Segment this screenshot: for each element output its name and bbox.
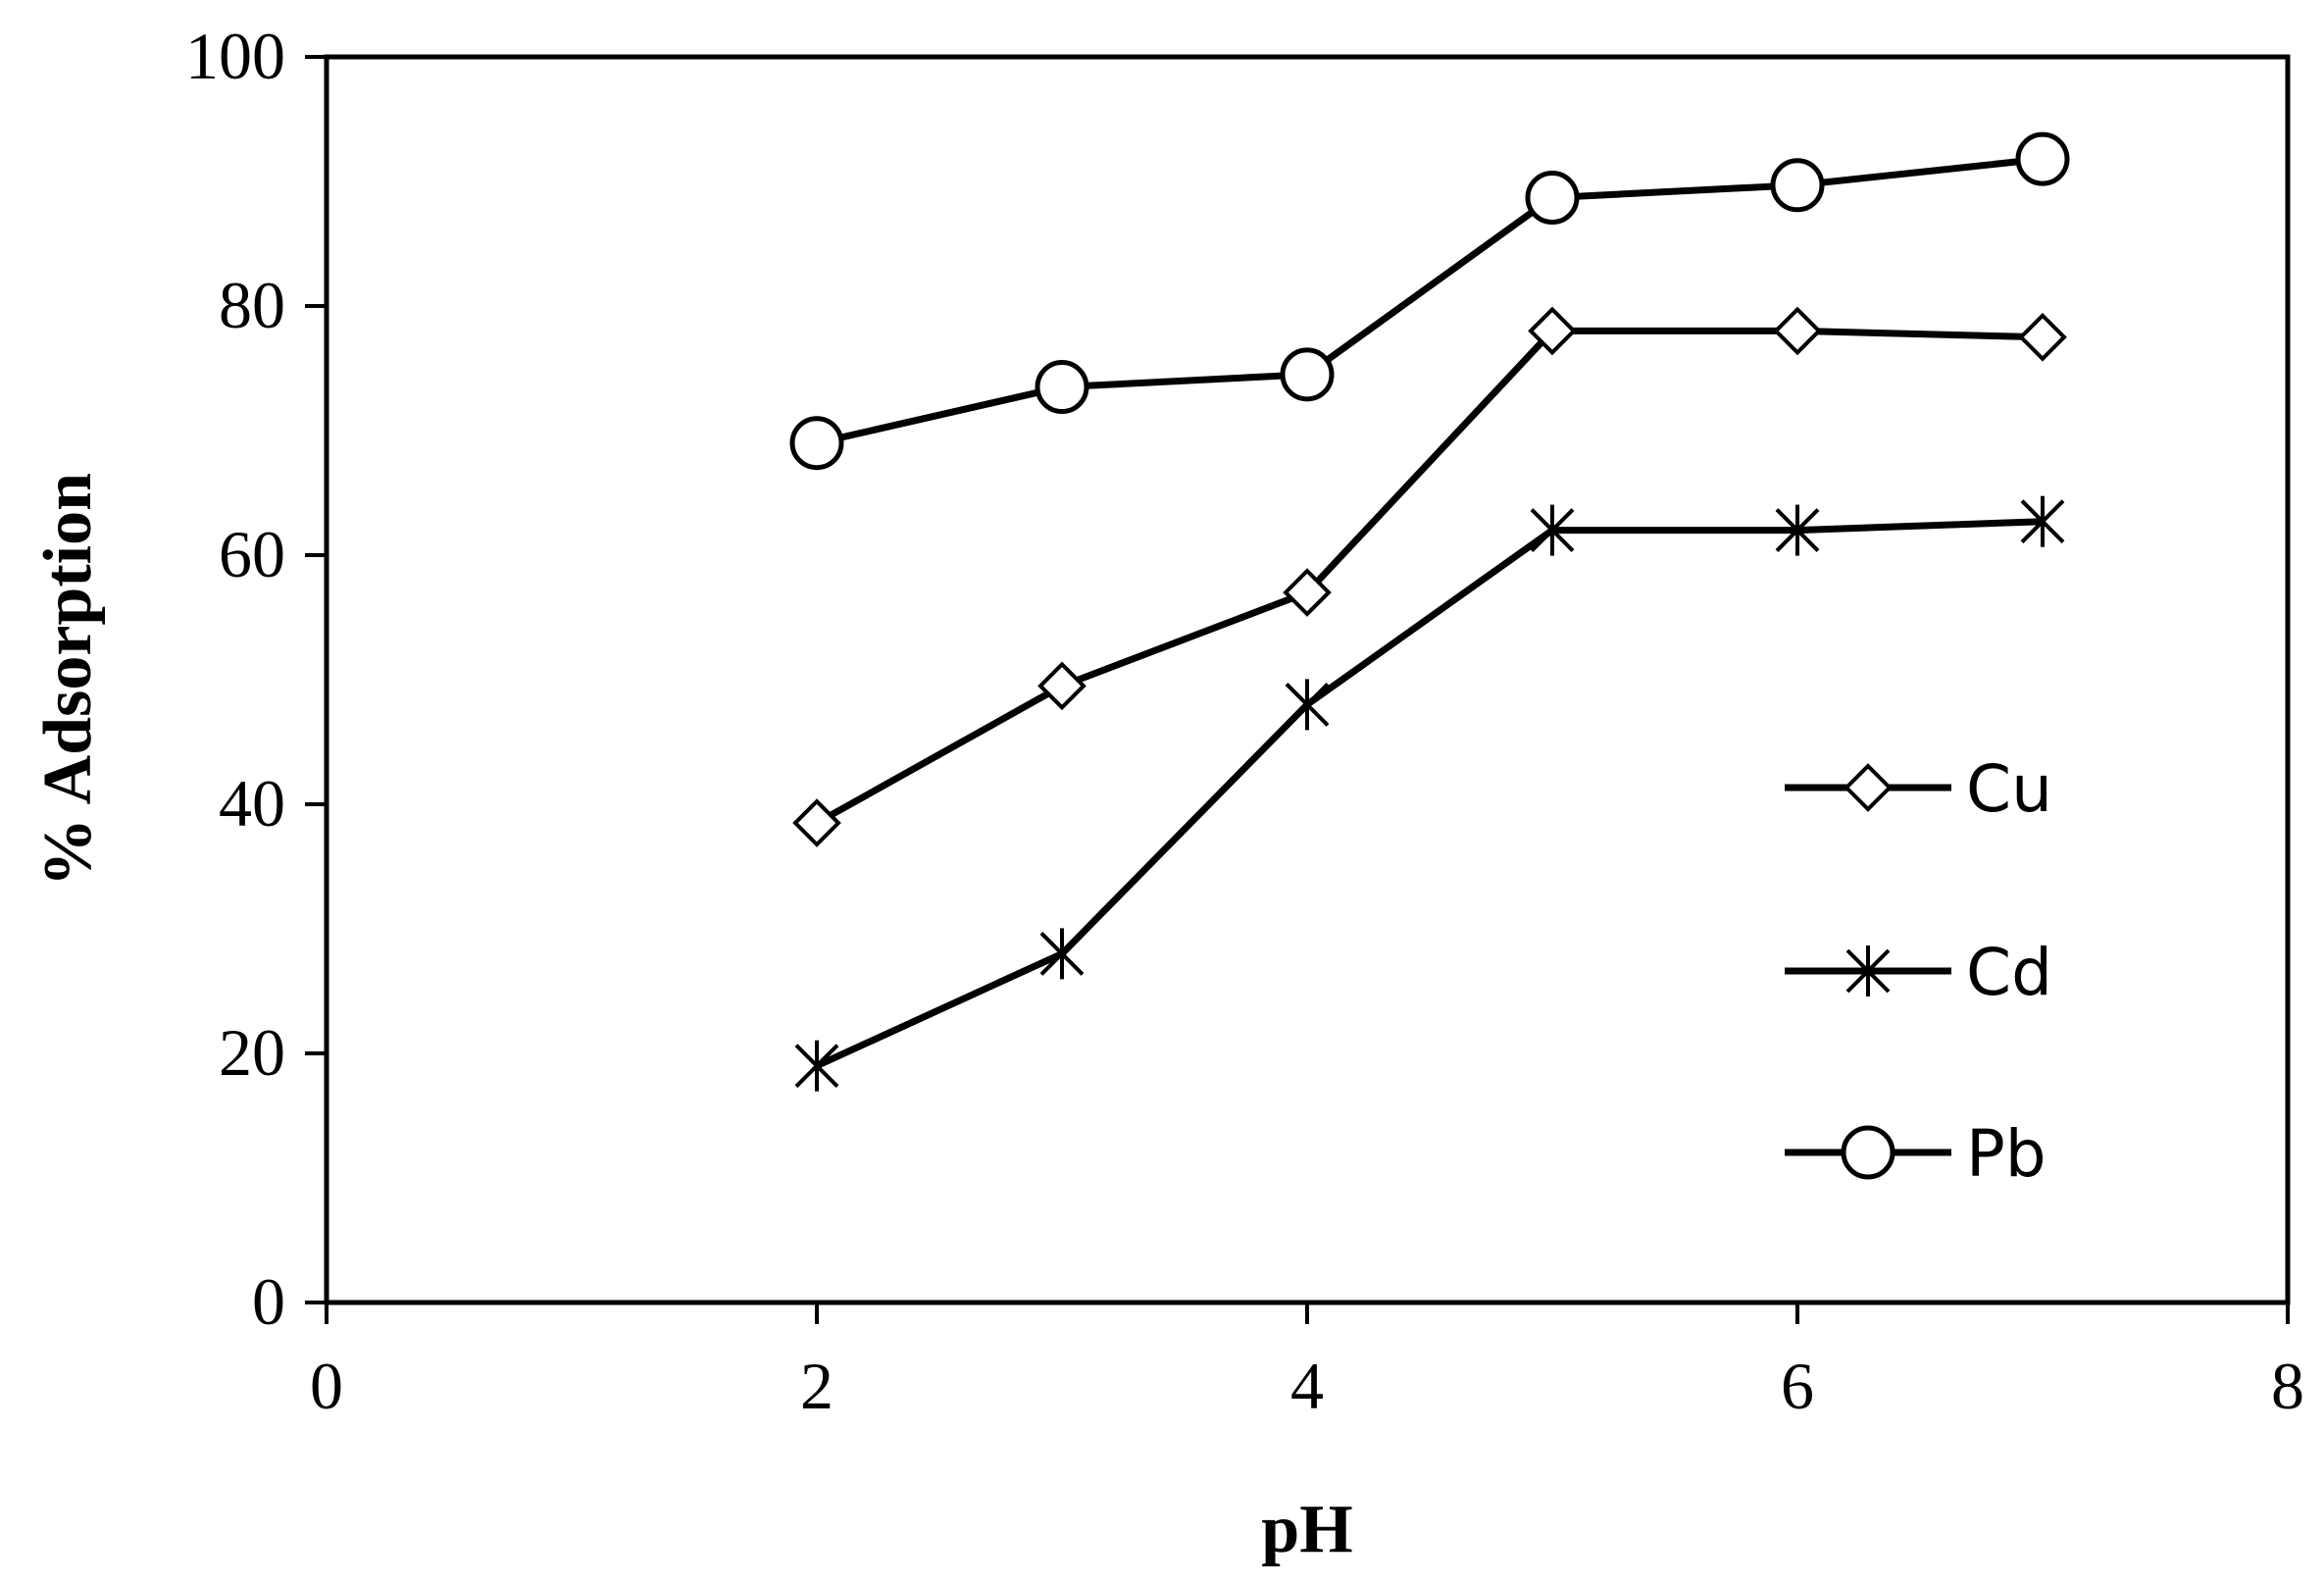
x-tick-label: 4 bbox=[1290, 1349, 1324, 1423]
legend-cu: Cu bbox=[1785, 751, 2052, 827]
series-cd-asterisk-marker bbox=[1775, 504, 1820, 556]
legend-cd-asterisk-marker bbox=[1845, 945, 1891, 996]
series-layer bbox=[789, 131, 2070, 1092]
y-tick-label: 0 bbox=[252, 1264, 285, 1339]
y-tick-label: 100 bbox=[185, 19, 285, 93]
y-tick-label: 20 bbox=[219, 1015, 285, 1090]
legend-cu-label: Cu bbox=[1966, 751, 2052, 827]
legend-cu-diamond-marker bbox=[1844, 763, 1893, 812]
x-tick-label: 6 bbox=[1781, 1349, 1814, 1423]
x-tick-label: 0 bbox=[310, 1349, 343, 1423]
series-cu bbox=[792, 306, 2067, 847]
x-tick-label: 8 bbox=[2271, 1349, 2304, 1423]
legend-cd-label: Cd bbox=[1966, 935, 2052, 1010]
series-cd-line bbox=[815, 518, 2044, 1069]
series-pb bbox=[789, 131, 2070, 471]
axis-ticks: 0 20 40 60 80 100 0 2 4 6 8 bbox=[185, 19, 2304, 1423]
legend-pb-circle-marker bbox=[1841, 1125, 1895, 1180]
series-cu-diamond-marker bbox=[1037, 661, 1086, 711]
series-cu-diamond-marker bbox=[1773, 306, 1822, 356]
series-pb-line bbox=[816, 155, 2044, 447]
legend-pb-label: Pb bbox=[1966, 1116, 2046, 1192]
series-cd-asterisk-marker bbox=[794, 1040, 839, 1092]
y-tick-label: 60 bbox=[219, 517, 285, 591]
series-cd-asterisk-marker bbox=[1530, 504, 1575, 556]
y-axis-title: % Adsorption bbox=[30, 473, 106, 887]
series-cd bbox=[794, 495, 2065, 1092]
series-cu-diamond-marker bbox=[1528, 306, 1577, 356]
series-cd-asterisk-marker bbox=[1285, 679, 1330, 731]
legend-pb: Pb bbox=[1785, 1116, 2046, 1192]
series-cd-asterisk-marker bbox=[2020, 495, 2065, 547]
series-pb-circle-marker bbox=[1280, 347, 1335, 402]
series-pb-circle-marker bbox=[789, 416, 844, 471]
y-tick-label: 80 bbox=[219, 268, 285, 342]
legend-cd: Cd bbox=[1785, 935, 2052, 1010]
series-cu-diamond-marker bbox=[792, 798, 841, 847]
series-cd-asterisk-marker bbox=[1039, 928, 1085, 980]
series-cu-diamond-marker bbox=[2018, 312, 2067, 362]
x-tick-label: 2 bbox=[800, 1349, 834, 1423]
x-axis-title: pH bbox=[1261, 1492, 1352, 1567]
series-pb-circle-marker bbox=[1770, 158, 1825, 213]
y-tick-label: 40 bbox=[219, 766, 285, 841]
legend: Cu Cd Pb bbox=[1785, 751, 2052, 1192]
series-pb-circle-marker bbox=[1035, 360, 1089, 415]
series-pb-circle-marker bbox=[2015, 131, 2070, 186]
series-cu-line bbox=[815, 327, 2044, 827]
series-cu-diamond-marker bbox=[1283, 568, 1332, 617]
series-pb-circle-marker bbox=[1525, 171, 1580, 226]
